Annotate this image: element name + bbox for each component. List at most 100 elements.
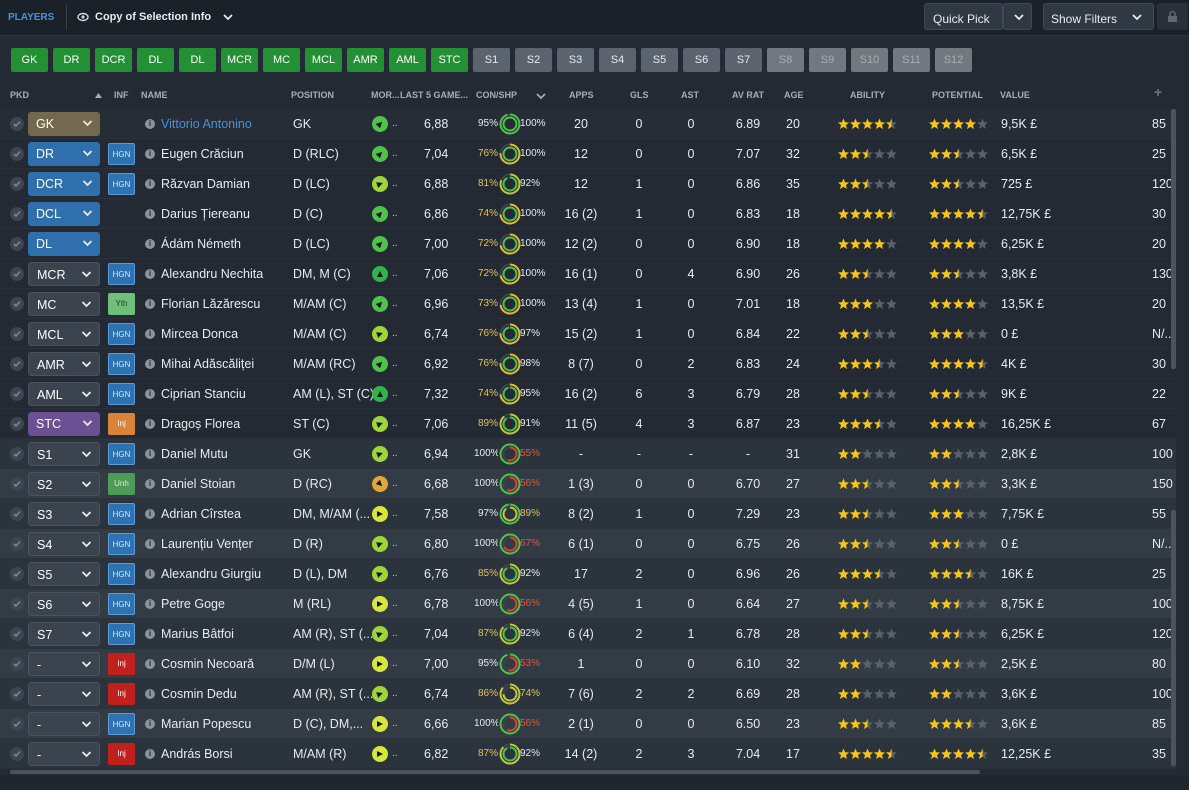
player-name[interactable]: Marius Bâtfoi [161,627,234,641]
pkd-select[interactable]: AMR [28,352,100,376]
player-name[interactable]: Mihai Adăscăliței [161,357,255,371]
player-name[interactable]: Darius Țiereanu [161,207,250,221]
player-name[interactable]: Alexandru Nechita [161,267,264,281]
position-chip-mcl[interactable]: MCL [305,48,342,72]
select-checkbox[interactable] [10,417,24,431]
col-potential[interactable]: POTENTIAL [932,90,983,100]
pkd-select[interactable]: - [28,682,100,706]
info-icon[interactable]: i [145,539,155,549]
player-name[interactable]: Mircea Donca [161,327,239,341]
select-checkbox[interactable] [10,537,24,551]
info-badge[interactable]: HGN [108,563,135,585]
player-name[interactable]: Petre Goge [161,597,225,611]
pkd-select[interactable]: S6 [28,592,100,616]
info-icon[interactable]: i [145,299,155,309]
info-icon[interactable]: i [145,689,155,699]
select-checkbox[interactable] [10,477,24,491]
info-badge[interactable]: HGN [108,593,135,615]
select-checkbox[interactable] [10,177,24,191]
col-ability[interactable]: ABILITY [850,90,885,100]
info-icon[interactable]: i [145,269,155,279]
info-icon[interactable]: i [145,239,155,249]
pkd-select[interactable]: DCR [28,172,100,196]
info-icon[interactable]: i [145,329,155,339]
player-name[interactable]: Florian Lăzărescu [161,297,261,311]
player-name[interactable]: Dragoș Florea [161,417,241,431]
section-label[interactable]: PLAYERS [8,12,55,23]
col-value[interactable]: VALUE [1000,90,1030,100]
info-badge[interactable]: Yth [108,293,135,315]
col-name[interactable]: NAME [141,90,168,100]
col-avrat[interactable]: AV RAT [732,90,765,100]
add-column-icon[interactable]: + [1154,84,1163,100]
col-apps[interactable]: APPS [569,90,594,100]
chevron-down-icon[interactable] [222,12,234,22]
info-badge[interactable]: Unh [108,473,135,495]
table-row[interactable]: S6 HGN i Petre Goge M (RL).. 6,78 100% 56% 4 (5)… [0,589,1176,619]
table-row[interactable]: S1 HGN i Daniel Mutu GK.. 6,94 100% 55% - - - - 31 2,… [0,439,1176,469]
col-last5[interactable]: LAST 5 GAME... [400,90,469,100]
player-name[interactable]: Daniel Stoian [161,477,236,491]
table-row[interactable]: S3 HGN i Adrian Cîrstea DM, M/AM (..... 7,58 9… [0,499,1176,529]
table-row[interactable]: AML HGN i Ciprian Stanciu AM (L), ST (C).. 7,… [0,379,1176,409]
player-name[interactable]: Alexandru Giurgiu [161,567,262,581]
horizontal-scrollbar[interactable] [10,770,980,774]
table-row[interactable]: DCL i Darius Țiereanu D (C).. 6,86 74% 100% 16 … [0,199,1176,229]
position-chip-dr[interactable]: DR [53,48,90,72]
select-checkbox[interactable] [10,507,24,521]
table-row[interactable]: MC Yth i Florian Lăzărescu M/AM (C).. 6,96 73%… [0,289,1176,319]
position-chip-s10[interactable]: S10 [851,48,888,72]
table-row[interactable]: S2 Unh i Daniel Stoian D (RC).. 6,68 100% 56% 1 … [0,469,1176,499]
info-icon[interactable]: i [145,509,155,519]
pkd-select[interactable]: S2 [28,472,100,496]
player-name[interactable]: Daniel Mutu [161,447,228,461]
pkd-select[interactable]: STC [28,412,100,436]
player-name[interactable]: Laurențiu Vențer [161,537,253,551]
pkd-select[interactable]: S1 [28,442,100,466]
position-chip-gk[interactable]: GK [11,48,48,72]
player-name[interactable]: Cosmin Dedu [161,687,237,701]
position-chip-s7[interactable]: S7 [725,48,762,72]
info-badge[interactable]: HGN [108,713,135,735]
info-badge[interactable]: HGN [108,323,135,345]
info-badge[interactable]: HGN [108,533,135,555]
lock-button[interactable] [1157,3,1188,30]
position-chip-s12[interactable]: S12 [935,48,972,72]
pkd-select[interactable]: MCR [28,262,100,286]
info-icon[interactable]: i [145,629,155,639]
info-badge[interactable]: Inj [108,683,135,705]
vertical-scrollbar[interactable] [1171,109,1176,369]
select-checkbox[interactable] [10,297,24,311]
col-inf[interactable]: INF [114,90,129,100]
table-row[interactable]: S4 HGN i Laurențiu Vențer D (R).. 6,80 100% 67%… [0,529,1176,559]
select-checkbox[interactable] [10,267,24,281]
col-pkd[interactable]: PKD [10,90,30,100]
table-row[interactable]: DR HGN i Eugen Crăciun D (RLC).. 7,04 76% 100% 1… [0,139,1176,169]
table-row[interactable]: AMR HGN i Mihai Adăscăliței M/AM (RC).. 6,92 7… [0,349,1176,379]
table-row[interactable]: STC Inj i Dragoș Florea ST (C).. 7,06 89% 91% 11… [0,409,1176,439]
sort-up-icon[interactable] [95,93,102,98]
position-chip-dcr[interactable]: DCR [95,48,132,72]
position-chip-stc[interactable]: STC [431,48,468,72]
select-checkbox[interactable] [10,657,24,671]
select-checkbox[interactable] [10,447,24,461]
info-badge[interactable]: HGN [108,143,135,165]
info-icon[interactable]: i [145,359,155,369]
select-checkbox[interactable] [10,117,24,131]
pkd-select[interactable]: S7 [28,622,100,646]
info-icon[interactable]: i [145,209,155,219]
info-icon[interactable]: i [145,119,155,129]
select-checkbox[interactable] [10,387,24,401]
show-filters-button[interactable]: Show Filters [1043,3,1154,30]
select-checkbox[interactable] [10,627,24,641]
pkd-select[interactable]: S3 [28,502,100,526]
info-icon[interactable]: i [145,419,155,429]
position-chip-amr[interactable]: AMR [347,48,384,72]
select-checkbox[interactable] [10,327,24,341]
info-badge[interactable]: HGN [108,503,135,525]
info-badge[interactable]: HGN [108,623,135,645]
info-icon[interactable]: i [145,179,155,189]
col-conshp[interactable]: CON/SHP [476,90,518,100]
table-row[interactable]: MCR HGN i Alexandru Nechita DM, M (C).. 7,06 7… [0,259,1176,289]
info-badge[interactable]: HGN [108,263,135,285]
